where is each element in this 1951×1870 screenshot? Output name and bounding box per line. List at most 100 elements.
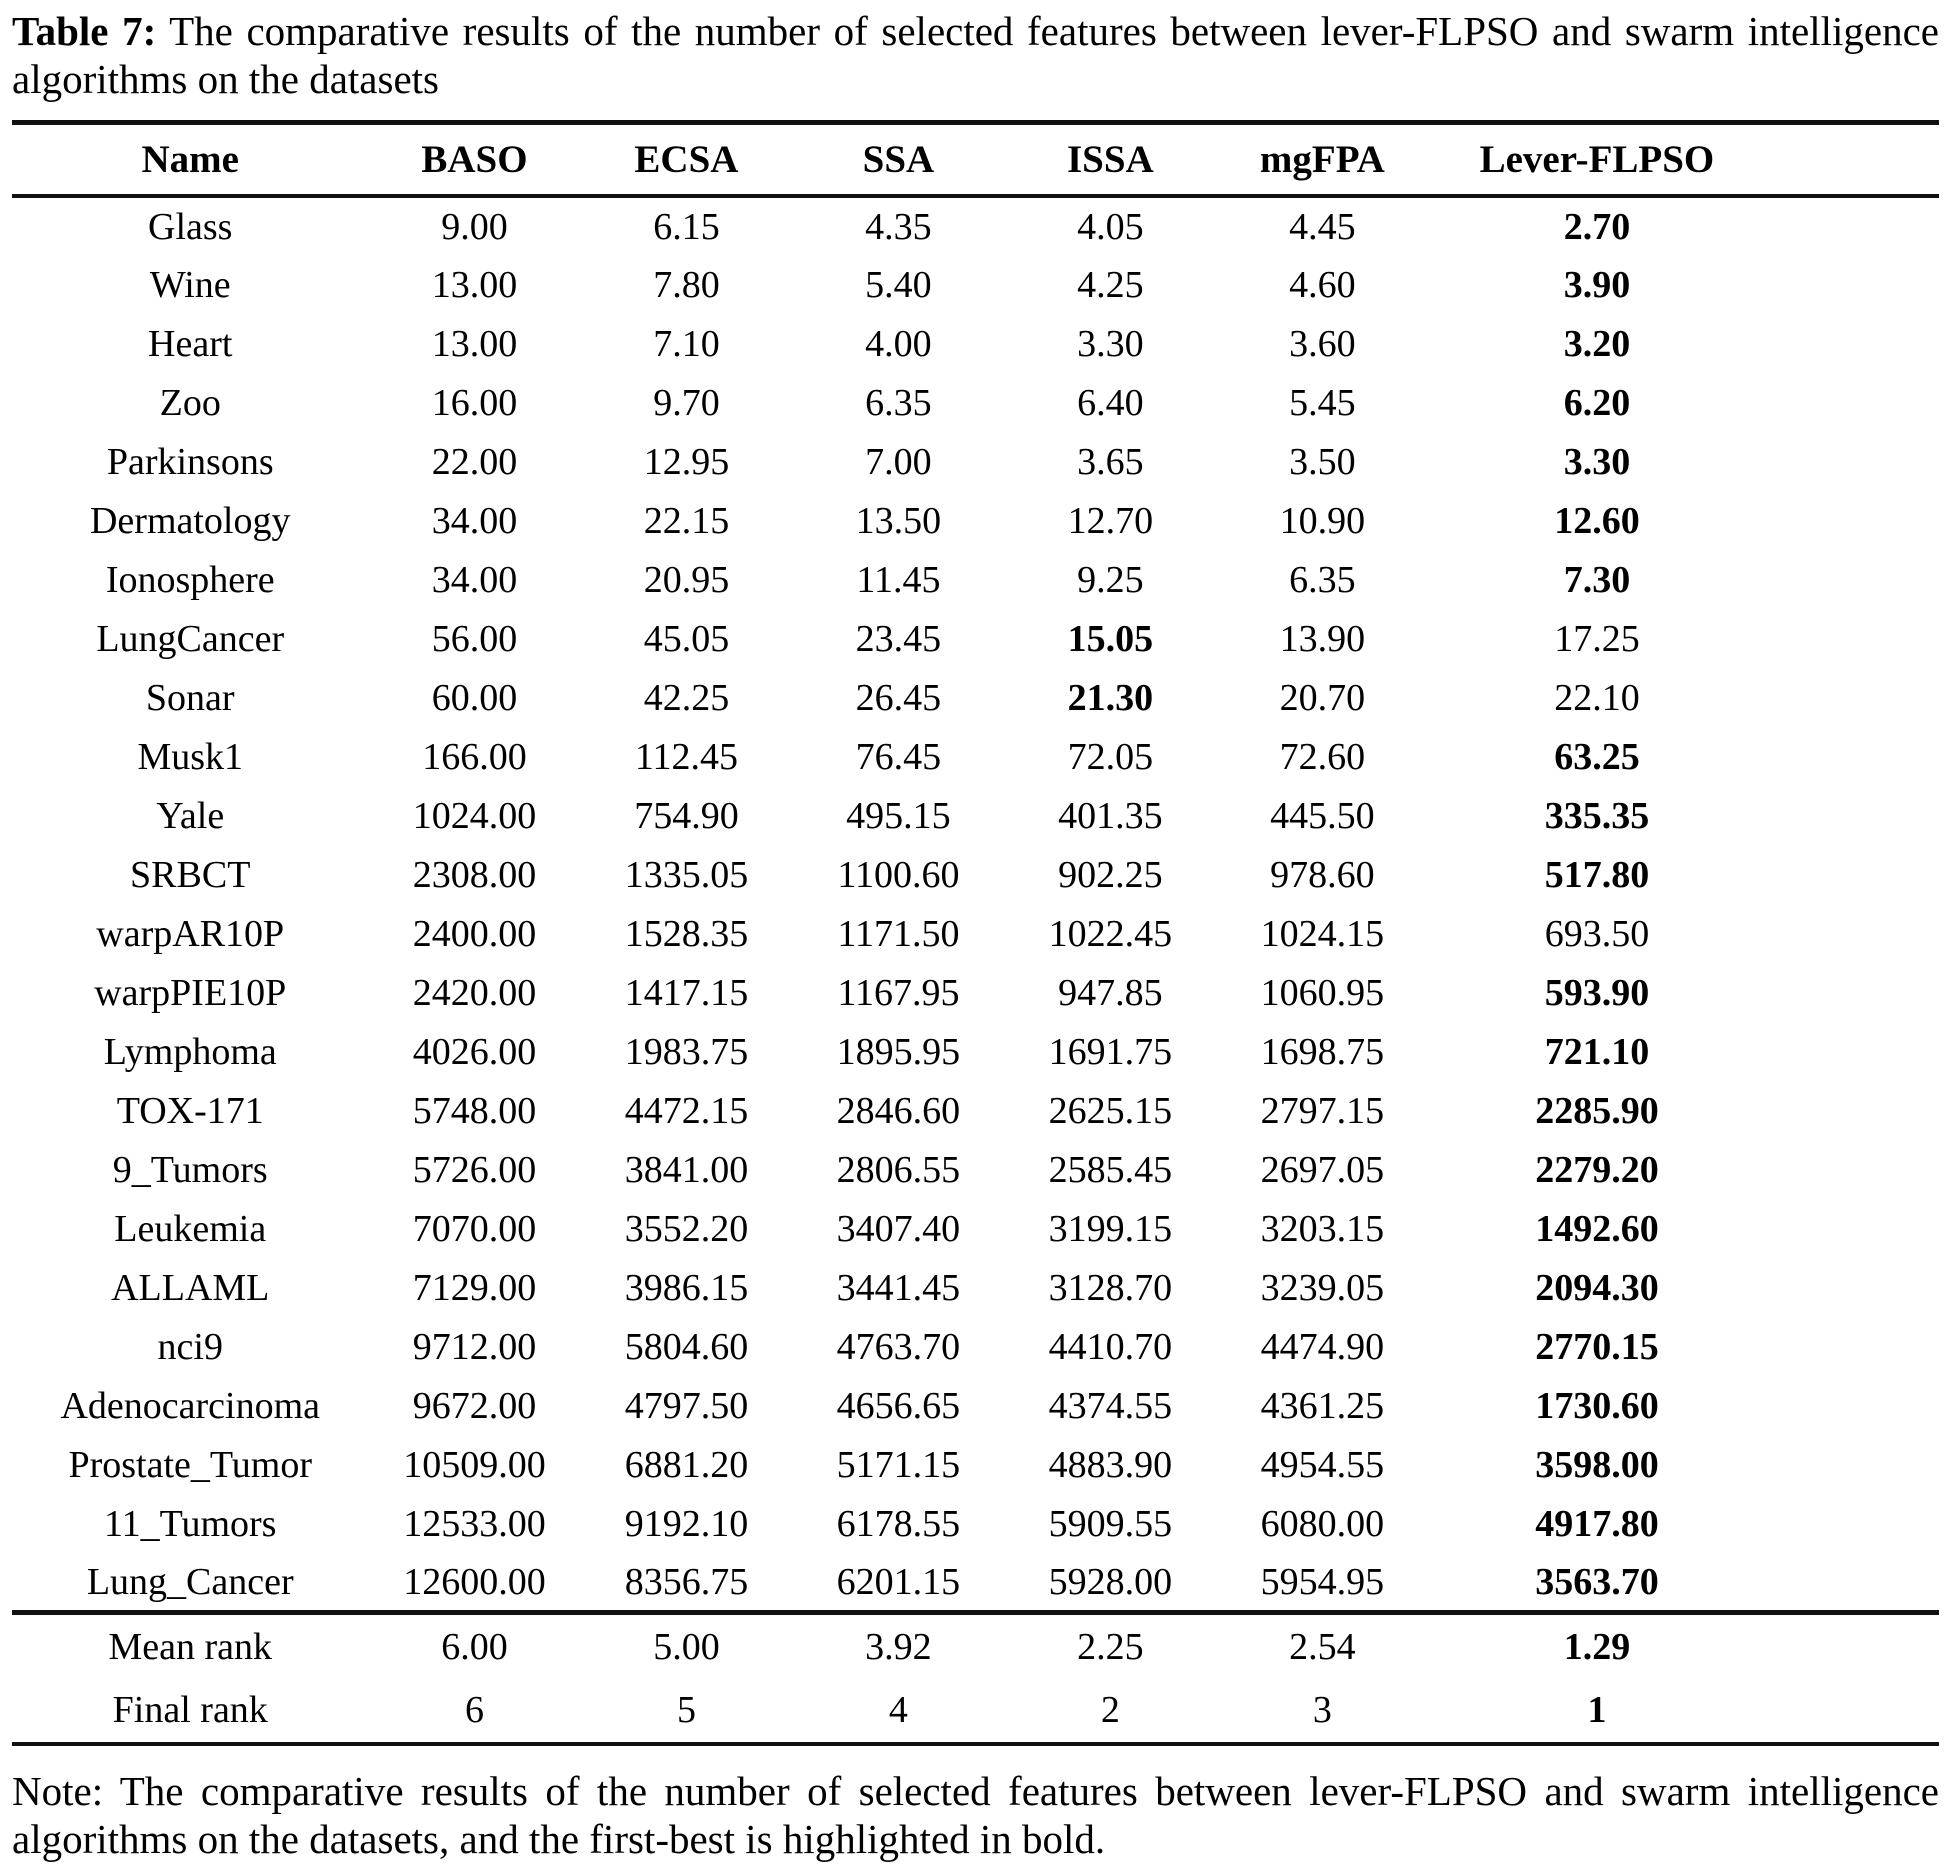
value-cell: 693.50 (1544, 912, 1650, 955)
table-row: ALLAML 7129.00 3986.15 3441.45 3128.70 3239.0… (12, 1258, 1939, 1317)
value-cell: 7129.00 (412, 1266, 537, 1309)
value-cell: 13.50 (855, 499, 942, 542)
dataset-name-cell: Mean rank (108, 1625, 273, 1668)
value-cell: 3.30 (1077, 322, 1144, 365)
value-cell: 3128.70 (1048, 1266, 1173, 1309)
value-cell: 72.60 (1279, 735, 1366, 778)
dataset-name-cell: Heart (148, 322, 233, 365)
column-header: ISSA (1067, 138, 1154, 182)
value-cell: 3.30 (1563, 440, 1631, 483)
value-cell: 4.25 (1077, 263, 1144, 306)
table-row: warpPIE10P 2420.00 1417.15 1167.95 947.85 106… (12, 963, 1939, 1022)
value-cell: 3.92 (865, 1625, 932, 1668)
summary-row: Final rank 6 5 4 2 3 1 (12, 1678, 1939, 1744)
value-cell: 6201.15 (836, 1560, 961, 1603)
value-cell: 3203.15 (1260, 1207, 1385, 1250)
value-cell: 5954.95 (1260, 1560, 1385, 1603)
value-cell: 6.00 (441, 1625, 508, 1668)
dataset-name-cell: Parkinsons (106, 440, 274, 483)
value-cell: 3239.05 (1260, 1266, 1385, 1309)
table-row: Sonar 60.00 42.25 26.45 21.30 20.70 22.10 (12, 668, 1939, 727)
column-header: mgFPA (1259, 138, 1385, 182)
value-cell: 2094.30 (1535, 1266, 1659, 1309)
table-row: Zoo 16.00 9.70 6.35 6.40 5.45 6.20 (12, 373, 1939, 432)
table-row: Dermatology 34.00 22.15 13.50 12.70 10.90 12.6… (12, 491, 1939, 550)
value-cell: 3199.15 (1048, 1207, 1173, 1250)
value-cell: 26.45 (855, 676, 942, 719)
table-row: Wine 13.00 7.80 5.40 4.25 4.60 3.90 (12, 255, 1939, 314)
value-cell: 6080.00 (1260, 1502, 1385, 1545)
value-cell: 34.00 (431, 499, 518, 542)
table-row: Leukemia 7070.00 3552.20 3407.40 3199.15 3203… (12, 1199, 1939, 1258)
value-cell: 2420.00 (412, 971, 537, 1014)
value-cell: 1335.05 (624, 853, 749, 896)
value-cell: 2625.15 (1048, 1089, 1173, 1132)
value-cell: 2846.60 (836, 1089, 961, 1132)
dataset-name-cell: warpPIE10P (94, 971, 287, 1014)
value-cell: 13.90 (1279, 617, 1366, 660)
value-cell: 22.15 (643, 499, 730, 542)
spacer-cell (1766, 1140, 1939, 1199)
dataset-name-cell: Leukemia (114, 1207, 267, 1250)
spacer-cell (1766, 550, 1939, 609)
spacer-cell (1766, 1494, 1939, 1553)
value-cell: 2285.90 (1535, 1089, 1659, 1132)
value-cell: 9192.10 (624, 1502, 749, 1545)
spacer-cell (1766, 1022, 1939, 1081)
dataset-name-cell: Lymphoma (103, 1030, 277, 1073)
value-cell: 12.95 (643, 440, 730, 483)
value-cell: 4883.90 (1048, 1443, 1173, 1486)
value-cell: 6.40 (1077, 381, 1144, 424)
value-cell: 1167.95 (837, 971, 960, 1014)
value-cell: 978.60 (1270, 853, 1375, 896)
spacer-cell (1766, 786, 1939, 845)
value-cell: 6178.55 (836, 1502, 961, 1545)
value-cell: 72.05 (1067, 735, 1154, 778)
value-cell: 22.00 (431, 440, 518, 483)
header-row: Name BASO ECSA SSA ISSA mgFPA Lever-FLPSO (12, 122, 1939, 197)
dataset-name-cell: Glass (148, 205, 233, 248)
value-cell: 11.45 (856, 558, 941, 601)
value-cell: 20.70 (1279, 676, 1366, 719)
table-caption-label: Table 7: (12, 8, 157, 54)
spacer-cell (1766, 1081, 1939, 1140)
value-cell: 5.45 (1289, 381, 1356, 424)
value-cell: 1528.35 (624, 912, 749, 955)
table-row: Glass 9.00 6.15 4.35 4.05 4.45 2.70 (12, 196, 1939, 255)
value-cell: 21.30 (1067, 676, 1154, 719)
table-row: Ionosphere 34.00 20.95 11.45 9.25 6.35 7.30 (12, 550, 1939, 609)
table-row: Musk1 166.00 112.45 76.45 72.05 72.60 63.25 (12, 727, 1939, 786)
value-cell: 445.50 (1270, 794, 1375, 837)
value-cell: 3563.70 (1535, 1560, 1659, 1603)
table-row: 11_Tumors 12533.00 9192.10 6178.55 5909.55 60… (12, 1494, 1939, 1553)
dataset-name-cell: Musk1 (137, 735, 244, 778)
table-body: Glass 9.00 6.15 4.35 4.05 4.45 2.70 Wine 13.00 7.… (12, 196, 1939, 1612)
value-cell: 2806.55 (836, 1148, 961, 1191)
table-row: Lymphoma 4026.00 1983.75 1895.95 1691.75 1698… (12, 1022, 1939, 1081)
value-cell: 3552.20 (624, 1207, 749, 1250)
spacer-cell (1766, 845, 1939, 904)
value-cell: 593.90 (1544, 971, 1650, 1014)
value-cell: 2797.15 (1260, 1089, 1385, 1132)
value-cell: 1 (1587, 1689, 1607, 1732)
table-row: TOX-171 5748.00 4472.15 2846.60 2625.15 2797.… (12, 1081, 1939, 1140)
value-cell: 112.45 (634, 735, 738, 778)
value-cell: 4656.65 (836, 1384, 961, 1427)
value-cell: 721.10 (1544, 1030, 1650, 1073)
value-cell: 2279.20 (1535, 1148, 1659, 1191)
value-cell: 3.50 (1289, 440, 1356, 483)
value-cell: 42.25 (643, 676, 730, 719)
value-cell: 4797.50 (624, 1384, 749, 1427)
value-cell: 4954.55 (1260, 1443, 1385, 1486)
spacer-cell (1766, 1553, 1939, 1612)
value-cell: 3.65 (1077, 440, 1144, 483)
value-cell: 3.60 (1289, 322, 1356, 365)
value-cell: 6881.20 (624, 1443, 749, 1486)
dataset-name-cell: nci9 (157, 1325, 223, 1368)
spacer-cell (1766, 1258, 1939, 1317)
table-row: nci9 9712.00 5804.60 4763.70 4410.70 4474.90 2… (12, 1317, 1939, 1376)
value-cell: 10.90 (1279, 499, 1366, 542)
value-cell: 45.05 (643, 617, 730, 660)
dataset-name-cell: TOX-171 (116, 1089, 264, 1132)
value-cell: 22.10 (1554, 676, 1640, 719)
